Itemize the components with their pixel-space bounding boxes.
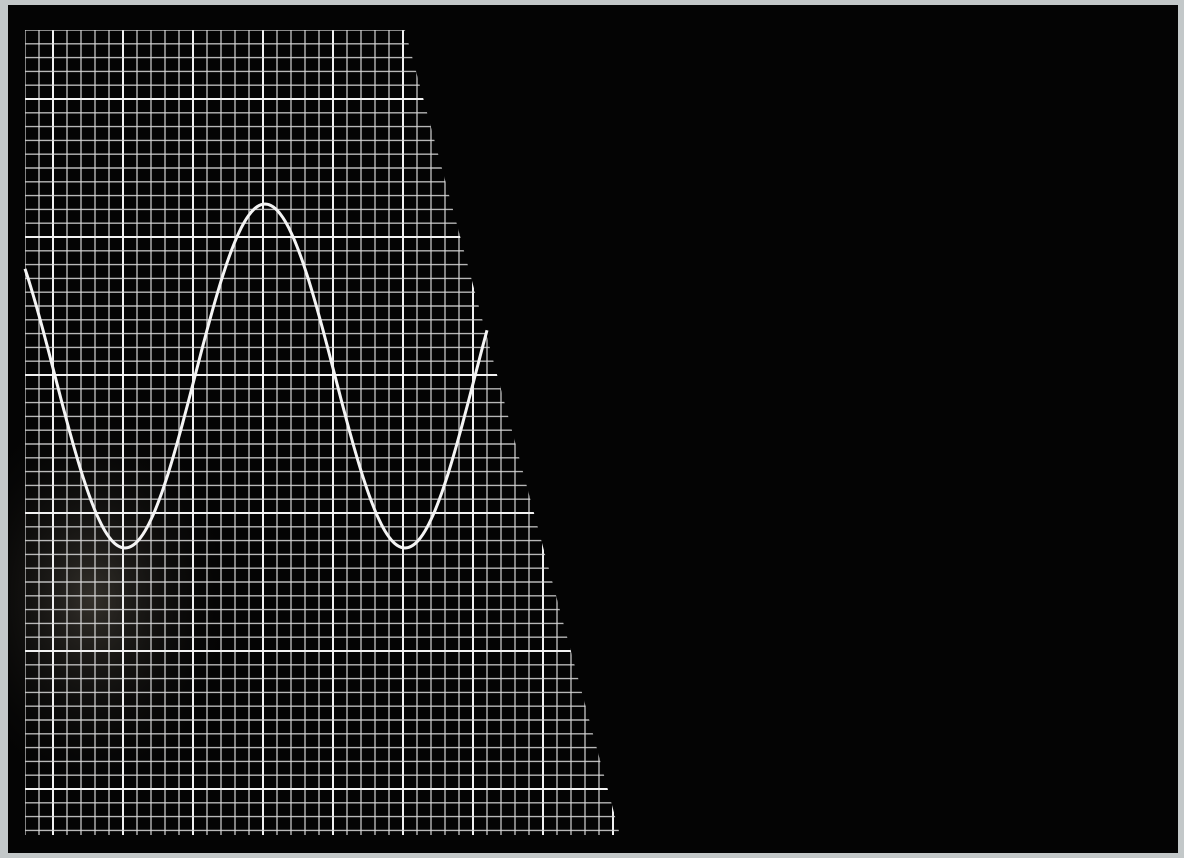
sine-trace <box>23 202 489 550</box>
screen-glare <box>8 5 608 853</box>
graticule <box>25 30 620 835</box>
